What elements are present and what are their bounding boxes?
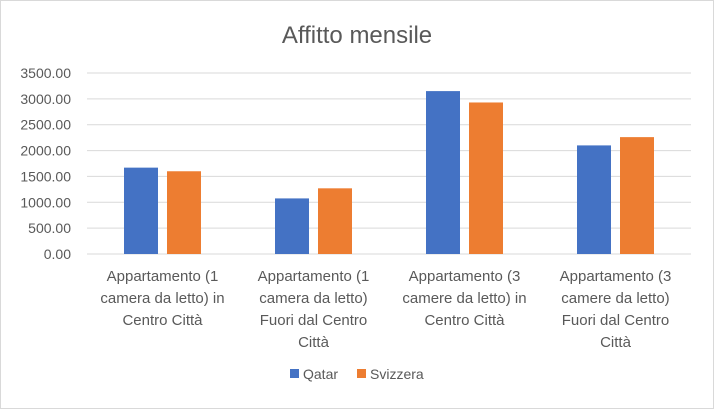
bar-svizzera-2	[318, 188, 352, 254]
y-tick-label: 1000.00	[20, 194, 71, 210]
bar-svizzera-4	[620, 137, 654, 254]
bars	[124, 91, 654, 254]
bar-qatar-2	[275, 198, 309, 254]
y-tick-label: 0.00	[44, 246, 71, 262]
legend: Qatar Svizzera	[290, 366, 424, 382]
bar-qatar-4	[577, 145, 611, 254]
legend-swatch-svizzera	[357, 369, 366, 378]
legend-label-svizzera: Svizzera	[370, 366, 424, 382]
x-category-label: Appartamento (3 camere da letto) in Centro…	[402, 268, 526, 329]
x-category-label: Appartamento (1 camera da letto) in Centro…	[100, 268, 224, 329]
x-axis: Appartamento (1 camera da letto) in Centro…	[100, 268, 671, 351]
y-tick-label: 3500.00	[20, 65, 71, 81]
bar-svizzera-1	[167, 171, 201, 254]
y-tick-label: 500.00	[28, 220, 71, 236]
bar-qatar-3	[426, 91, 460, 254]
bar-svizzera-3	[469, 102, 503, 254]
x-category-label: Appartamento (3 camere da letto) Fuori dal…	[560, 268, 672, 351]
y-tick-label: 2000.00	[20, 143, 71, 159]
y-tick-label: 1500.00	[20, 168, 71, 184]
x-category-label: Appartamento (1 camera da letto) Fuori dal…	[258, 268, 370, 351]
legend-swatch-qatar	[290, 369, 299, 378]
bar-qatar-1	[124, 167, 158, 254]
legend-label-qatar: Qatar	[303, 366, 338, 382]
y-tick-label: 3000.00	[20, 91, 71, 107]
y-axis: 0.00 500.00 1000.00 1500.00 2000.00 2500.00 30…	[20, 65, 71, 262]
y-tick-label: 2500.00	[20, 117, 71, 133]
chart-title: Affitto mensile	[282, 22, 432, 49]
